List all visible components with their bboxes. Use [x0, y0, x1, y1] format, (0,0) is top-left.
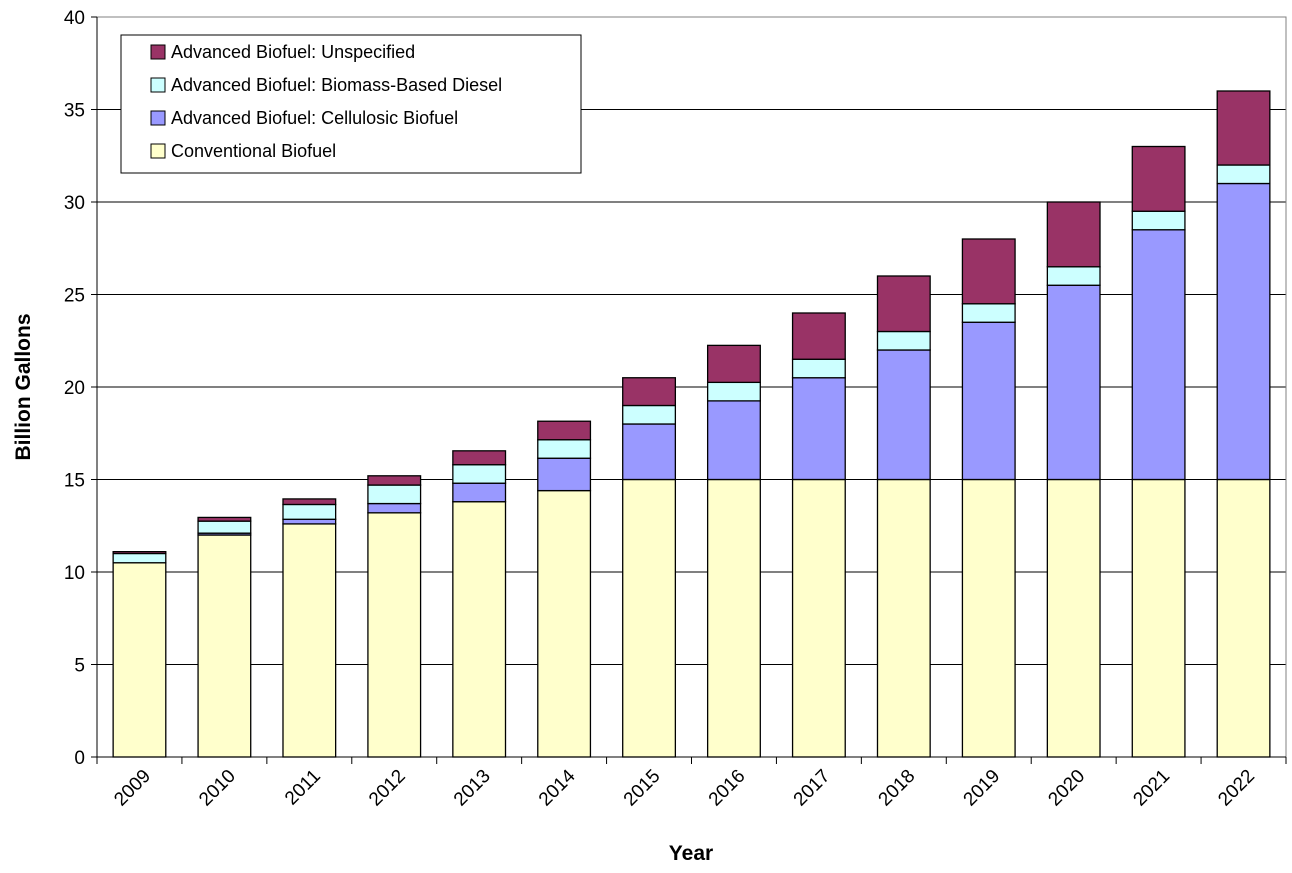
bar-segment	[112, 551, 167, 555]
x-tick-label: 2020	[1044, 766, 1089, 811]
bar-segment	[1216, 182, 1271, 481]
bar-segment	[1046, 201, 1101, 268]
bar-segment	[706, 344, 761, 384]
bar-segment	[112, 562, 167, 758]
bar-segment	[197, 534, 252, 758]
legend-swatch	[150, 77, 166, 93]
bar-segment	[1131, 229, 1186, 481]
y-axis-title: Billion Gallons	[12, 313, 35, 460]
legend-swatch	[150, 143, 166, 159]
y-tick-labels: 0 5 10 15 20 25 30 35 40	[64, 8, 85, 769]
legend-label: Advanced Biofuel: Unspecified	[171, 42, 415, 62]
bar-segment	[791, 312, 846, 360]
bar-segment	[1216, 478, 1271, 758]
bar-segment	[961, 238, 1016, 305]
bar-segment	[706, 478, 761, 758]
bar-segment	[367, 475, 422, 486]
legend: Advanced Biofuel: Unspecified Advanced Bi…	[120, 34, 582, 174]
bar-segment	[1131, 478, 1186, 758]
axes	[91, 16, 1287, 764]
bars	[112, 90, 1271, 758]
bar-segment	[452, 482, 507, 503]
x-tick-label: 2012	[365, 766, 410, 811]
y-tick-label: 5	[74, 656, 85, 677]
x-axis-title: Year	[669, 842, 713, 865]
bar-segment	[961, 478, 1016, 758]
bar-segment	[1131, 210, 1186, 231]
y-tick-label: 0	[74, 748, 85, 769]
x-tick-label: 2019	[960, 766, 1005, 811]
bar-segment	[622, 377, 677, 407]
bar-segment	[1216, 90, 1271, 166]
x-tick-label: 2015	[620, 766, 665, 811]
x-tick-label: 2017	[790, 766, 835, 811]
bar-segment	[706, 381, 761, 402]
bar-segment	[1131, 145, 1186, 212]
bar-segment	[791, 478, 846, 758]
bar-segment	[537, 489, 592, 758]
bar-segment	[282, 498, 337, 506]
y-tick-label: 10	[64, 563, 85, 584]
bar-segment	[282, 523, 337, 758]
x-tick-label: 2009	[110, 766, 155, 811]
bar-segment	[791, 358, 846, 379]
bar-segment	[961, 321, 1016, 481]
y-tick-label: 30	[64, 193, 85, 214]
x-tick-label: 2016	[705, 766, 750, 811]
x-tick-labels: 2009 2010 2011 2012 2013 2014 2015 2016 2017 2018…	[110, 765, 1259, 810]
bar-segment	[876, 330, 931, 351]
bar-segment	[112, 552, 167, 564]
bar-segment	[537, 457, 592, 492]
bar-segment	[622, 423, 677, 481]
bar-segment	[282, 518, 337, 525]
bar-segment	[961, 303, 1016, 323]
bar-segment	[876, 478, 931, 758]
y-tick-label: 35	[64, 101, 85, 122]
y-tick-label: 20	[64, 378, 85, 399]
bar-segment	[367, 502, 422, 514]
bar-segment	[876, 275, 931, 333]
bar-segment	[197, 516, 252, 522]
bar-segment	[452, 450, 507, 466]
y-tick-label: 40	[64, 8, 85, 29]
y-tick-label: 15	[64, 471, 85, 492]
bar-segment	[282, 503, 337, 520]
legend-label: Advanced Biofuel: Biomass-Based Diesel	[171, 75, 502, 95]
x-tick-label: 2021	[1129, 766, 1174, 811]
bar-segment	[537, 439, 592, 459]
bar-segment	[1046, 266, 1101, 286]
bar-segment	[537, 420, 592, 441]
bar-segment	[452, 464, 507, 484]
bar-segment	[876, 349, 931, 481]
x-tick-label: 2022	[1214, 766, 1259, 811]
bar-segment	[622, 404, 677, 425]
x-tick-label: 2013	[450, 766, 495, 811]
bar-segment	[1216, 164, 1271, 185]
legend-label: Advanced Biofuel: Cellulosic Biofuel	[171, 108, 458, 128]
x-tick-label: 2014	[535, 765, 580, 810]
bar-segment	[1046, 284, 1101, 481]
legend-box	[120, 34, 582, 174]
bar-segment	[452, 501, 507, 758]
x-tick-label: 2010	[195, 766, 240, 811]
legend-label: Conventional Biofuel	[171, 141, 336, 161]
x-tick-label: 2011	[281, 766, 325, 810]
bar-segment	[791, 377, 846, 481]
bar-segment	[1046, 478, 1101, 758]
y-tick-label: 25	[64, 286, 85, 307]
bar-segment	[197, 520, 252, 534]
legend-swatch	[150, 110, 166, 126]
legend-swatch	[150, 44, 166, 60]
bar-segment	[706, 400, 761, 481]
bar-segment	[367, 512, 422, 758]
bar-segment	[367, 484, 422, 505]
x-tick-label: 2018	[875, 766, 920, 811]
bar-segment	[622, 478, 677, 758]
